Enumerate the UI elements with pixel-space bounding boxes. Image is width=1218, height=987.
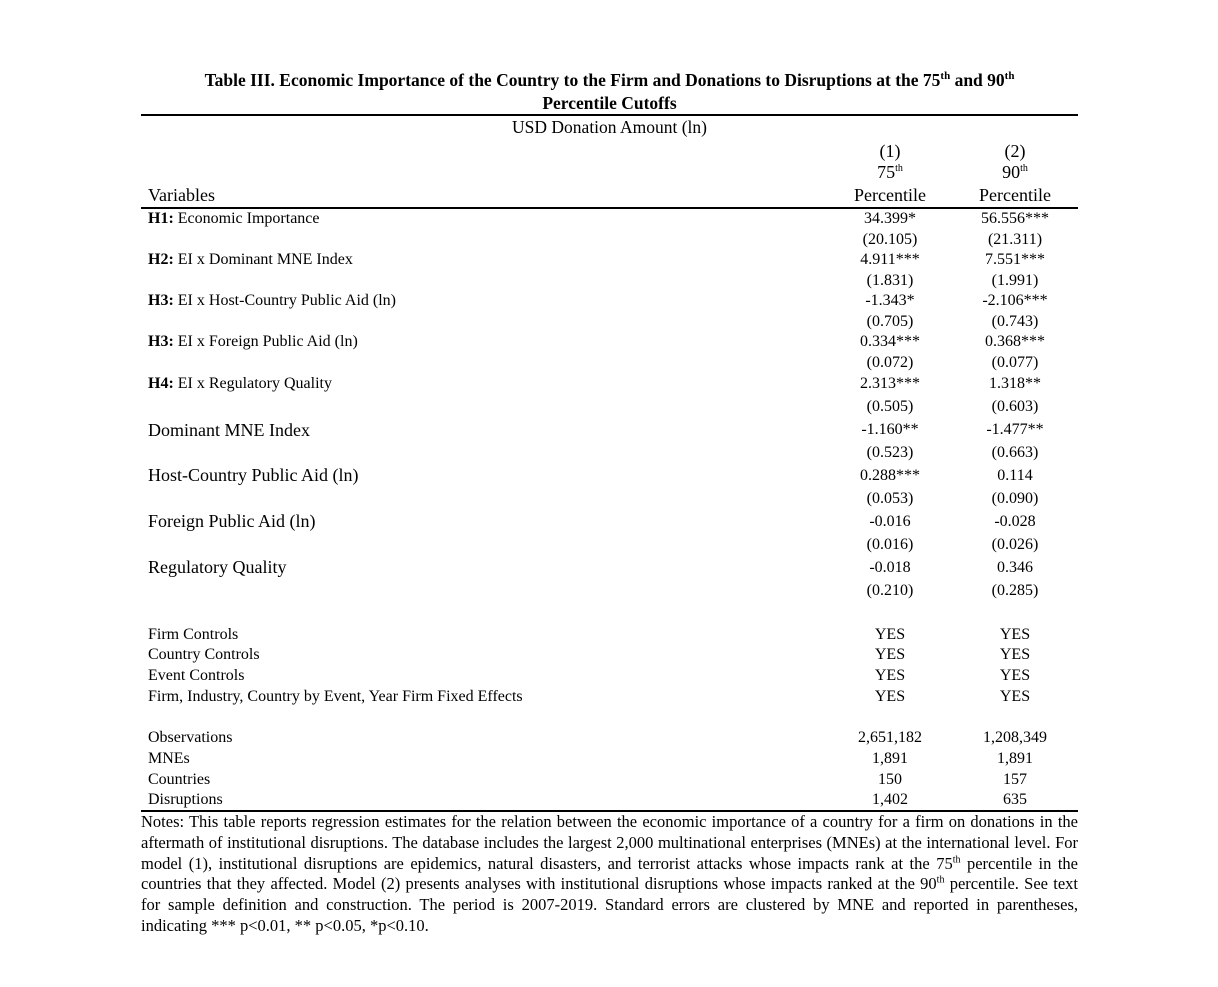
control-event-2: YES (999, 667, 1031, 684)
row-label-h1: H1: Economic Importance (148, 210, 320, 227)
row-label-regulatory-quality: Regulatory Quality (148, 557, 287, 577)
top-rule (141, 114, 1078, 116)
bottom-rule (141, 810, 1078, 812)
stat-countries-2: 157 (1003, 771, 1027, 788)
stat-label-disruptions: Disruptions (148, 791, 223, 808)
dependent-variable-label: USD Donation Amount (ln) (512, 117, 707, 137)
row-foreign-aid-coef-1: -0.016 (869, 513, 911, 530)
control-label-event: Event Controls (148, 667, 245, 684)
column-1-percentile: 75th (877, 162, 903, 182)
column-2-number: (2) (1004, 141, 1026, 161)
row-h2-coef-1: 4.911*** (860, 251, 920, 268)
table-title-line2: Percentile Cutoffs (542, 93, 677, 113)
stat-observations-1: 2,651,182 (858, 729, 922, 746)
row-host-aid-coef-1: 0.288*** (860, 467, 920, 484)
row-label-h4: H4: EI x Regulatory Quality (148, 375, 332, 392)
stat-label-countries: Countries (148, 771, 211, 788)
row-h3a-coef-2: -2.106*** (982, 292, 1048, 309)
row-regulatory-quality-coef-1: -0.018 (869, 559, 911, 576)
row-h2-coef-2: 7.551*** (985, 251, 1045, 268)
row-h2-se-1: (1.831) (866, 272, 914, 289)
row-h4-se-2: (0.603) (991, 398, 1039, 415)
control-fixed-effects-2: YES (999, 688, 1031, 705)
row-h2-se-2: (1.991) (991, 272, 1039, 289)
row-h4-coef-1: 2.313*** (860, 375, 920, 392)
variables-header: Variables (148, 185, 215, 205)
row-dominant-mne-se-2: (0.663) (991, 444, 1039, 461)
column-1-number: (1) (879, 141, 901, 161)
row-h1-coef-2: 56.556*** (981, 210, 1049, 227)
row-foreign-aid-coef-2: -0.028 (994, 513, 1036, 530)
stat-countries-1: 150 (878, 771, 902, 788)
row-regulatory-quality-se-1: (0.210) (866, 582, 914, 599)
control-firm-1: YES (874, 626, 906, 643)
control-country-1: YES (874, 646, 906, 663)
row-h1-se-2: (21.311) (987, 231, 1043, 248)
row-label-foreign-aid: Foreign Public Aid (ln) (148, 511, 316, 531)
row-h1-se-1: (20.105) (862, 231, 918, 248)
row-foreign-aid-se-1: (0.016) (866, 536, 914, 553)
control-label-fixed-effects: Firm, Industry, Country by Event, Year F… (148, 688, 523, 705)
row-dominant-mne-coef-2: -1.477** (986, 421, 1044, 438)
control-label-firm: Firm Controls (148, 626, 239, 643)
row-h3b-se-2: (0.077) (991, 354, 1039, 371)
column-2-label: Percentile (979, 185, 1051, 205)
row-foreign-aid-se-2: (0.026) (991, 536, 1039, 553)
stat-disruptions-2: 635 (1003, 791, 1027, 808)
table-title-line1: Table III. Economic Importance of the Co… (204, 70, 1015, 90)
control-fixed-effects-1: YES (874, 688, 906, 705)
row-h4-coef-2: 1.318** (989, 375, 1041, 392)
row-host-aid-coef-2: 0.114 (997, 467, 1033, 484)
control-label-country: Country Controls (148, 646, 260, 663)
column-1-label: Percentile (854, 185, 926, 205)
row-h3a-se-1: (0.705) (866, 313, 914, 330)
row-h3a-se-2: (0.743) (991, 313, 1039, 330)
row-h3b-coef-2: 0.368*** (985, 333, 1045, 350)
row-h1-coef-1: 34.399* (864, 210, 916, 227)
control-firm-2: YES (999, 626, 1031, 643)
row-label-dominant-mne: Dominant MNE Index (148, 420, 310, 440)
stat-disruptions-1: 1,402 (872, 791, 908, 808)
row-label-h3a: H3: EI x Host-Country Public Aid (ln) (148, 292, 396, 309)
row-regulatory-quality-coef-2: 0.346 (997, 559, 1033, 576)
column-2-percentile: 90th (1002, 162, 1028, 182)
row-h3b-se-1: (0.072) (866, 354, 914, 371)
control-event-1: YES (874, 667, 906, 684)
stat-mnes-1: 1,891 (872, 750, 908, 767)
row-host-aid-se-2: (0.090) (991, 490, 1039, 507)
table-notes: Notes: This table reports regression est… (141, 812, 1079, 935)
stat-mnes-2: 1,891 (997, 750, 1033, 767)
row-h4-se-1: (0.505) (866, 398, 914, 415)
row-host-aid-se-1: (0.053) (866, 490, 914, 507)
row-dominant-mne-coef-1: -1.160** (861, 421, 919, 438)
row-label-h3b: H3: EI x Foreign Public Aid (ln) (148, 333, 358, 350)
row-label-host-aid: Host-Country Public Aid (ln) (148, 465, 359, 485)
stat-label-mnes: MNEs (148, 750, 190, 767)
stat-label-observations: Observations (148, 729, 233, 746)
row-h3b-coef-1: 0.334*** (860, 333, 920, 350)
stat-observations-2: 1,208,349 (983, 729, 1047, 746)
control-country-2: YES (999, 646, 1031, 663)
row-dominant-mne-se-1: (0.523) (866, 444, 914, 461)
row-label-h2: H2: EI x Dominant MNE Index (148, 251, 353, 268)
row-h3a-coef-1: -1.343* (865, 292, 915, 309)
header-rule (141, 207, 1078, 209)
row-regulatory-quality-se-2: (0.285) (991, 582, 1039, 599)
